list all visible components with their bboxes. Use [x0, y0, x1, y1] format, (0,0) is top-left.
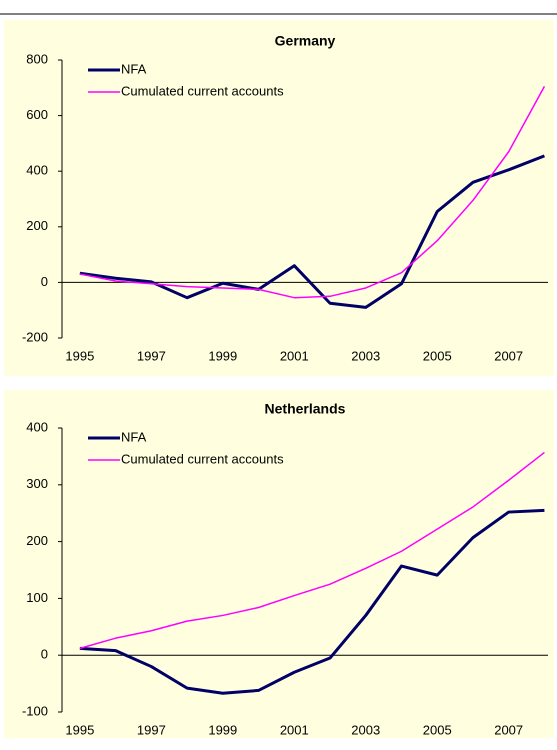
x-tick-label: 2007 — [494, 722, 523, 737]
series-line — [79, 508, 545, 695]
y-tick-label: -100 — [22, 703, 48, 718]
series-line — [79, 451, 545, 650]
x-tick-label: 2005 — [423, 348, 452, 363]
chart-title: Germany — [275, 33, 336, 49]
y-tick-label: 400 — [26, 419, 48, 434]
panel — [4, 20, 554, 376]
y-tick-label: 400 — [26, 163, 48, 178]
panel — [4, 390, 554, 738]
x-tick-label: 2007 — [494, 348, 523, 363]
x-tick-label: 2001 — [280, 722, 309, 737]
y-tick-label: 300 — [26, 476, 48, 491]
y-tick-label: 200 — [26, 218, 48, 233]
y-tick-label: 600 — [26, 107, 48, 122]
y-tick-label: 0 — [41, 274, 48, 289]
x-tick-label: 2003 — [351, 722, 380, 737]
x-tick-label: 1999 — [208, 722, 237, 737]
y-tick-label: 0 — [41, 647, 48, 662]
legend-label: NFA — [121, 429, 147, 444]
y-tick-label: 100 — [26, 590, 48, 605]
legend-label: NFA — [121, 61, 147, 76]
y-tick-label: 800 — [26, 51, 48, 66]
y-tick-label: -200 — [22, 329, 48, 344]
x-tick-label: 1995 — [65, 348, 94, 363]
legend-label: Cumulated current accounts — [121, 451, 284, 466]
x-tick-label: 2005 — [423, 722, 452, 737]
x-tick-label: 2001 — [280, 348, 309, 363]
series-line — [79, 86, 546, 299]
chart-title: Netherlands — [265, 401, 346, 417]
x-tick-label: 1999 — [208, 348, 237, 363]
x-tick-label: 2003 — [351, 348, 380, 363]
y-tick-label: 200 — [26, 533, 48, 548]
x-tick-label: 1997 — [137, 348, 166, 363]
x-tick-label: 1997 — [137, 722, 166, 737]
x-tick-label: 1995 — [65, 722, 94, 737]
legend-label: Cumulated current accounts — [121, 83, 284, 98]
